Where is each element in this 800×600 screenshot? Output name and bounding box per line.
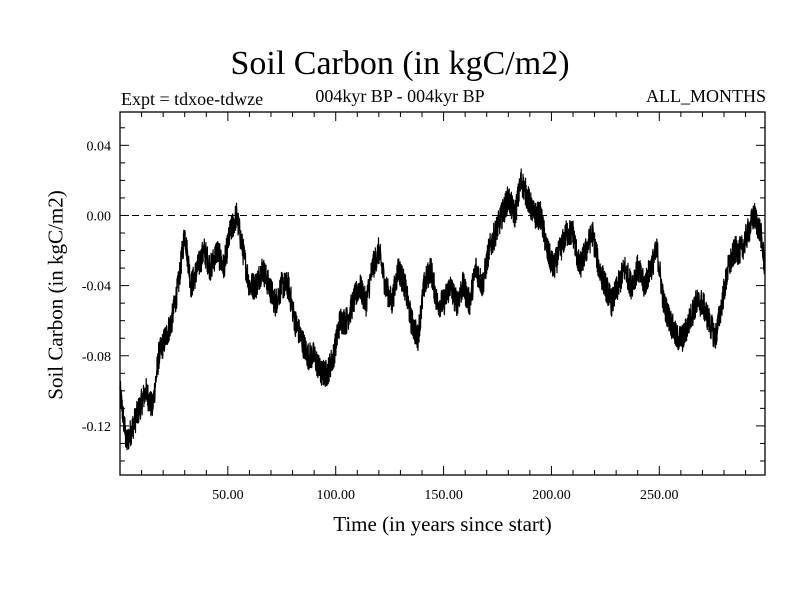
y-tick-label: -0.12 xyxy=(82,420,111,435)
tick-labels: 50.00 100.00 150.00 200.00 250.00 0.04 0.00 -0.… xyxy=(82,139,679,503)
x-tick-label: 250.00 xyxy=(640,488,679,503)
x-tick-label: 100.00 xyxy=(316,488,355,503)
plot-frame xyxy=(119,111,766,476)
x-axis-label: Time (in years since start) xyxy=(333,512,552,536)
series-line xyxy=(119,168,766,451)
period-label: 004kyr BP - 004kyr BP xyxy=(315,86,485,106)
x-tick-label: 150.00 xyxy=(424,488,463,503)
y-tick-label: -0.08 xyxy=(82,350,111,365)
x-tick-label: 200.00 xyxy=(532,488,571,503)
y-tick-label: 0.04 xyxy=(87,139,112,154)
x-tick-label: 50.00 xyxy=(212,488,244,503)
months-label: ALL_MONTHS xyxy=(646,86,766,106)
experiment-label: Expt = tdxoe-tdwze xyxy=(121,89,264,109)
chart-title: Soil Carbon (in kgC/m2) xyxy=(230,45,570,82)
y-tick-label: -0.04 xyxy=(82,280,111,295)
y-tick-label: 0.00 xyxy=(87,209,112,224)
axis-ticks xyxy=(120,112,765,475)
